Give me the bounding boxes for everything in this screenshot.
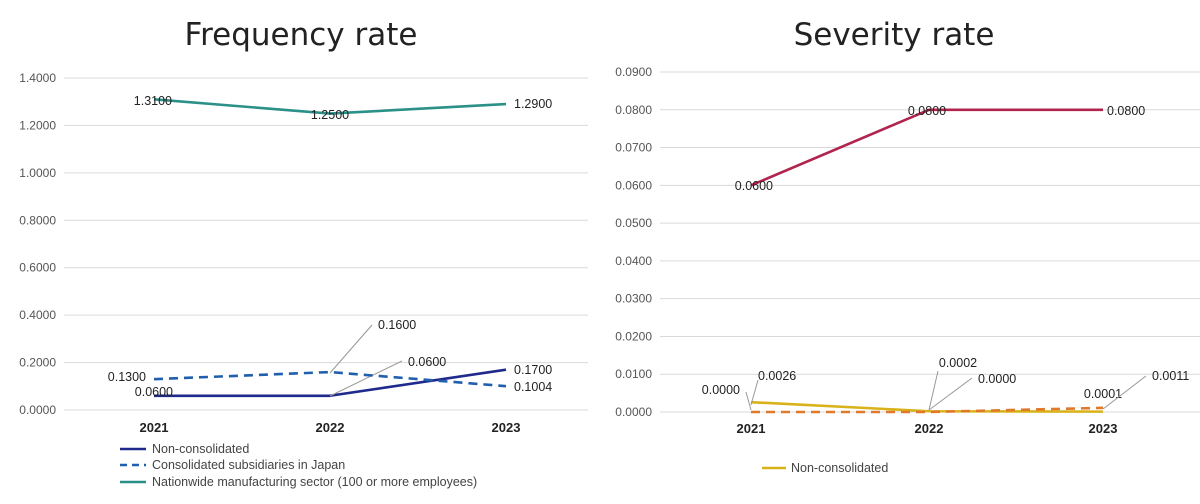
data-label: 1.2900 <box>514 97 552 111</box>
y-tick-label: 0.2000 <box>19 356 56 370</box>
y-tick-label: 0.8000 <box>19 213 56 227</box>
y-tick-label: 0.6000 <box>19 261 56 275</box>
data-label: 0.1004 <box>514 380 552 394</box>
data-label: 0.0800 <box>908 104 946 118</box>
label-leader-line <box>928 377 973 411</box>
chart-title: Severity rate <box>794 17 995 53</box>
y-tick-label: 0.0000 <box>19 403 56 417</box>
y-tick-label: 0.0000 <box>615 405 652 419</box>
label-leader-line <box>1102 375 1147 410</box>
data-label: 0.0011 <box>1152 369 1189 383</box>
chart-title: Frequency rate <box>185 17 418 53</box>
y-tick-label: 0.0400 <box>615 254 652 268</box>
y-tick-label: 1.0000 <box>19 166 56 180</box>
data-label: 0.0026 <box>758 369 796 383</box>
x-tick-label: 2023 <box>492 420 521 435</box>
frequency-rate-chart: Frequency rate 0.0000 0.2000 0.4000 0.6000 0.… <box>19 17 588 489</box>
severity-rate-svg: Severity rate 0.0000 0.0100 0.0200 0.0300 0.0… <box>615 17 1200 475</box>
series-line <box>153 370 507 388</box>
severity-rate-chart: Severity rate 0.0000 0.0100 0.0200 0.0300 0.0… <box>600 0 1200 504</box>
series-line <box>750 108 1103 187</box>
y-tick-label: 0.0500 <box>615 216 652 230</box>
data-label: 0.1600 <box>378 318 416 332</box>
series-line <box>750 400 1104 413</box>
x-tick-label: 2022 <box>316 420 345 435</box>
legend-entry: Consolidated subsidiaries in Japan <box>152 458 345 472</box>
series-line <box>154 368 507 398</box>
data-label: 0.0001 <box>1084 387 1122 401</box>
y-tick-label: 1.2000 <box>19 118 56 132</box>
y-tick-label: 1.4000 <box>19 71 56 85</box>
label-leader-line <box>329 324 373 374</box>
y-tick-label: 0.4000 <box>19 308 56 322</box>
x-tick-label: 2021 <box>140 420 169 435</box>
frequency-rate-svg: Frequency rate 0.0000 0.2000 0.4000 0.6000 0.… <box>19 17 588 489</box>
data-label: 0.1300 <box>108 370 146 384</box>
label-leader-line <box>928 370 939 411</box>
label-leader-line <box>745 391 752 411</box>
data-label: 0.0800 <box>1107 104 1145 118</box>
data-label: 0.1700 <box>514 363 552 377</box>
x-tick-label: 2023 <box>1089 421 1118 436</box>
data-label: 0.0002 <box>939 356 977 370</box>
x-tick-label: 2021 <box>737 421 766 436</box>
data-label: 0.0600 <box>735 179 773 193</box>
data-label: 0.0600 <box>135 385 173 399</box>
y-tick-label: 0.0200 <box>615 329 652 343</box>
series-line <box>153 98 507 115</box>
y-tick-label: 0.0300 <box>615 292 652 306</box>
legend-entry: Non-consolidated <box>152 442 249 456</box>
data-label: 0.0000 <box>702 383 740 397</box>
label-leader-line <box>329 360 403 397</box>
legend-entry: Nationwide manufacturing sector (100 or … <box>152 475 477 489</box>
x-tick-label: 2022 <box>915 421 944 436</box>
legend-entry: Non-consolidated <box>791 461 888 475</box>
data-label: 0.0000 <box>978 372 1016 386</box>
y-tick-label: 0.0700 <box>615 141 652 155</box>
y-tick-label: 0.0100 <box>615 367 652 381</box>
y-tick-label: 0.0600 <box>615 178 652 192</box>
y-tick-label: 0.0800 <box>615 103 652 117</box>
data-label: 1.3100 <box>134 94 172 108</box>
y-tick-label: 0.0900 <box>615 65 652 79</box>
data-label: 1.2500 <box>311 108 349 122</box>
data-label: 0.0600 <box>408 355 446 369</box>
label-leader-line <box>750 379 759 406</box>
